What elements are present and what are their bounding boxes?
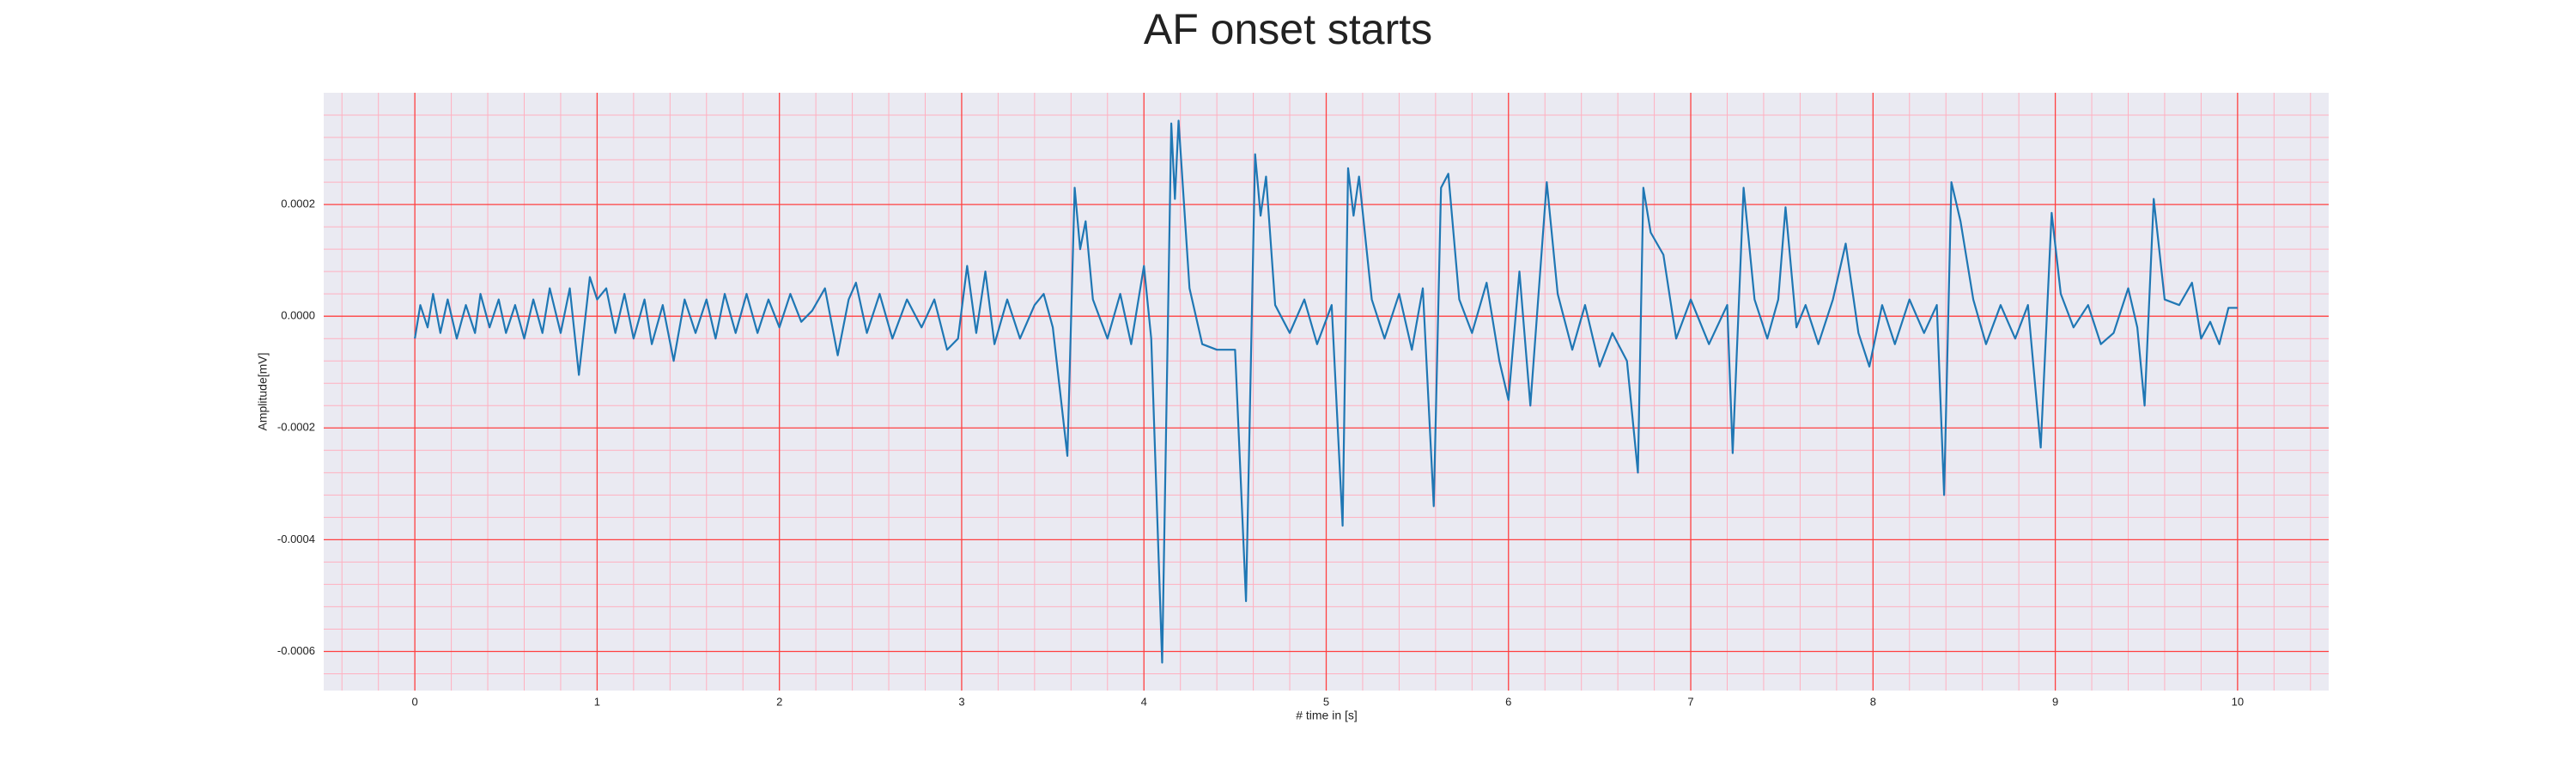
x-tick-label: 9 (2052, 695, 2058, 708)
y-tick-label: 0.0000 (281, 309, 315, 322)
x-tick-label: 0 (412, 695, 418, 708)
x-tick-label: 6 (1505, 695, 1511, 708)
x-tick-label: 4 (1141, 695, 1147, 708)
y-tick-label: 0.0002 (281, 198, 315, 210)
y-axis-label: Amplitude[mV] (256, 352, 270, 430)
x-tick-label: 10 (2232, 695, 2244, 708)
y-tick-label: -0.0002 (277, 421, 315, 434)
chart-title: AF onset starts (1144, 5, 1432, 53)
x-axis-label: # time in [s] (1296, 709, 1358, 722)
x-tick-label: 7 (1687, 695, 1693, 708)
signal-line (414, 119, 2238, 664)
x-tick-label: 2 (776, 695, 782, 708)
y-tick-label: -0.0006 (277, 644, 315, 657)
y-tick-label: -0.0004 (277, 533, 315, 545)
x-tick-label: 5 (1323, 695, 1329, 708)
x-tick-label: 8 (1870, 695, 1876, 708)
x-tick-label: 3 (958, 695, 964, 708)
x-tick-label: 1 (594, 695, 600, 708)
